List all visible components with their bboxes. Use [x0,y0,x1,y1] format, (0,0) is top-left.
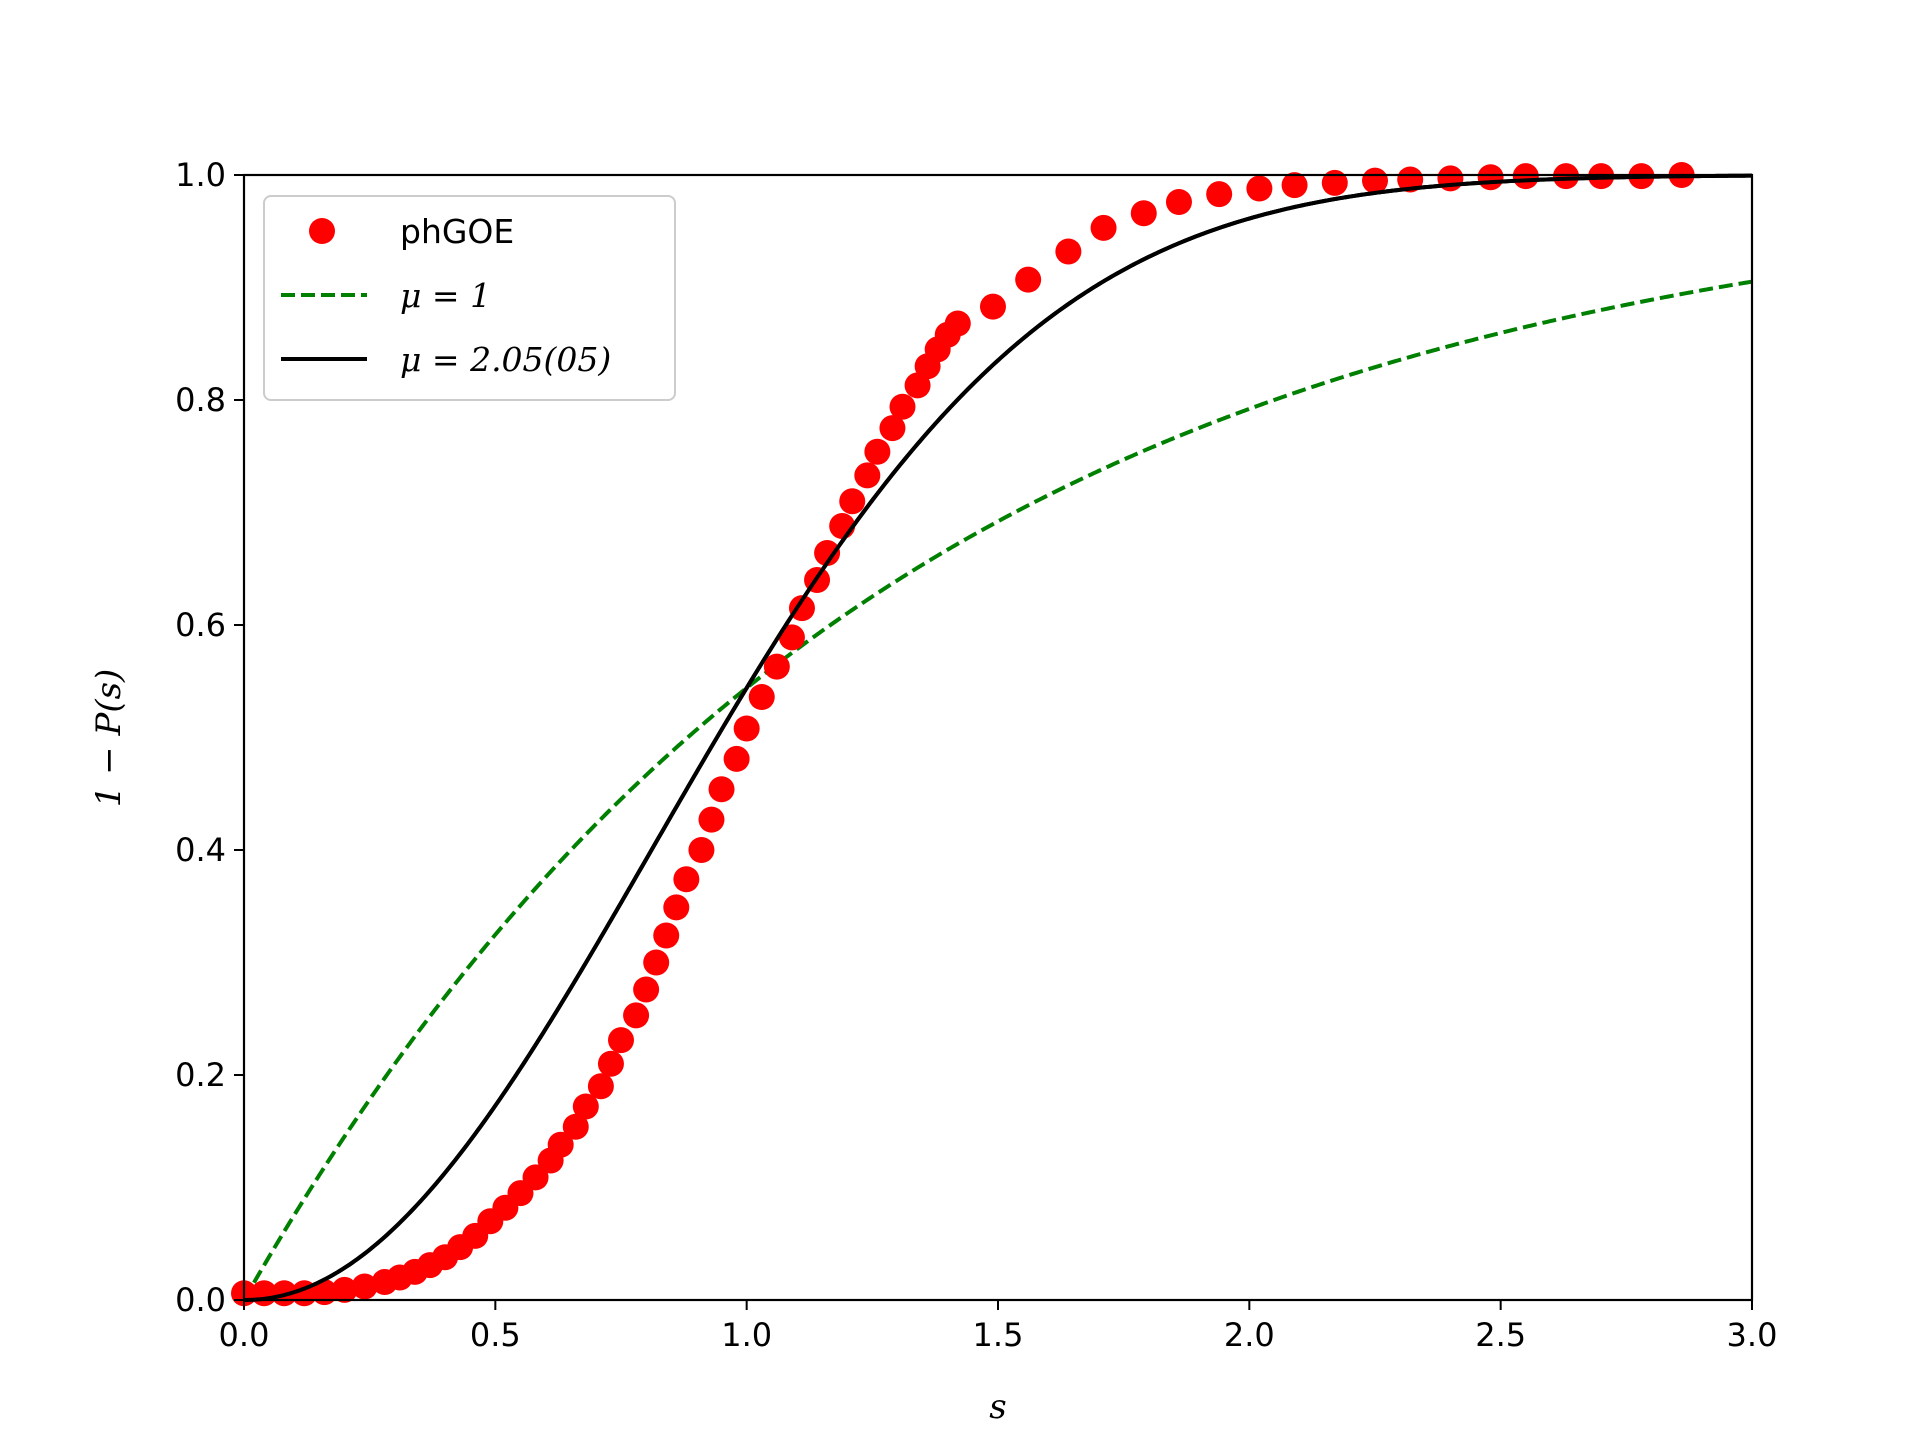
data-point-38 [778,624,805,651]
data-point-53 [979,293,1006,320]
legend: phGOE μ = 1 μ = 2.05(05) [263,195,676,401]
data-point-67 [1512,163,1539,190]
data-point-44 [854,462,881,489]
y-tick-label: 1.0 [175,156,226,194]
data-point-68 [1553,163,1580,190]
data-point-58 [1165,189,1192,215]
legend-marker-phgoe [309,218,335,244]
x-axis-label: s [989,1387,1006,1427]
legend-box [263,195,676,401]
data-point-29 [663,894,690,921]
plot-marks [231,162,1752,1307]
data-point-60 [1246,175,1273,202]
y-tick-label: 0.2 [175,1056,226,1094]
data-point-25 [623,1002,650,1029]
x-tick-label: 2.0 [1224,1316,1275,1354]
data-point-20 [562,1113,589,1140]
data-point-47 [889,393,916,420]
data-point-52 [944,310,971,337]
y-tick-label: 0.0 [175,1281,226,1319]
data-point-6 [351,1273,378,1300]
data-point-4 [311,1279,338,1306]
data-point-21 [572,1093,599,1120]
data-point-61 [1281,172,1308,199]
data-point-41 [814,540,841,566]
legend-label-phgoe: phGOE [400,212,514,251]
data-point-62 [1321,169,1348,196]
data-point-45 [864,438,891,465]
y-axis: 0.0 0.2 0.4 0.6 0.8 1.0 [175,156,244,1319]
data-point-59 [1206,181,1233,208]
data-point-57 [1130,200,1157,227]
y-axis-label: 1 − P(s) [89,669,129,808]
data-point-39 [788,595,815,622]
data-point-28 [653,922,680,949]
x-tick-label: 1.5 [973,1316,1024,1354]
data-point-56 [1090,214,1117,241]
data-point-22 [587,1073,614,1100]
data-point-36 [748,684,775,710]
series-line-1 [244,279,1752,1301]
data-point-23 [597,1050,624,1077]
data-point-35 [733,715,760,742]
data-point-43 [839,488,866,515]
data-point-17 [522,1164,549,1191]
x-axis: 0.0 0.5 1.0 1.5 2.0 2.5 3.0 [219,1300,1778,1354]
data-point-37 [763,653,790,680]
data-point-31 [688,837,715,863]
data-point-30 [673,866,700,893]
data-point-27 [643,949,670,976]
data-point-64 [1397,166,1424,193]
data-point-19 [547,1131,574,1158]
data-point-26 [633,976,660,1003]
data-point-32 [698,806,725,833]
x-tick-label: 2.5 [1475,1316,1526,1354]
data-point-55 [1055,238,1082,265]
x-tick-label: 0.5 [470,1316,521,1354]
data-point-33 [708,776,735,803]
y-tick-label: 0.4 [175,831,226,869]
data-point-5 [331,1276,358,1303]
data-point-48 [904,372,931,399]
data-point-54 [1015,266,1042,293]
data-point-66 [1477,164,1504,191]
x-tick-label: 1.0 [721,1316,772,1354]
x-tick-label: 0.0 [219,1316,270,1354]
data-point-34 [723,745,750,772]
data-point-24 [608,1027,634,1054]
data-point-46 [879,415,906,442]
legend-label-mu1: μ = 1 [400,276,491,315]
y-tick-label: 0.6 [175,606,226,644]
y-tick-label: 0.8 [175,381,226,419]
series-line-overlay-2 [244,173,1752,1302]
x-tick-label: 3.0 [1727,1316,1778,1354]
legend-label-mu205: μ = 2.05(05) [400,340,611,379]
